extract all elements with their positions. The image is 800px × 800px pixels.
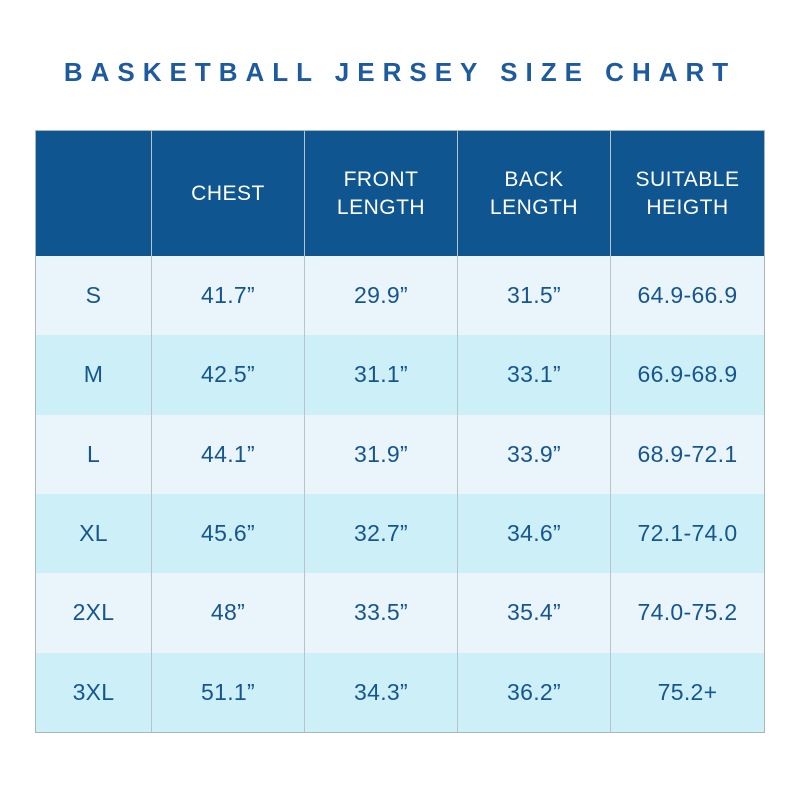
value-cell-back-length: 33.9”: [458, 414, 611, 494]
size-cell: XL: [36, 493, 152, 574]
value-cell-chest: 41.7”: [152, 256, 305, 336]
value-cell-suitable-height: 74.0-75.2: [611, 573, 764, 653]
table-row-2xl: 2XL 48” 33.5” 35.4” 74.0-75.2: [36, 573, 764, 653]
header-cell-back-length: BACK LENGTH: [458, 131, 611, 256]
value-cell-suitable-height: 66.9-68.9: [611, 335, 764, 415]
value-cell-back-length: 33.1”: [458, 335, 611, 415]
value-cell-back-length: 31.5”: [458, 256, 611, 336]
header-cell-size: [36, 131, 152, 256]
value-cell-back-length: 36.2”: [458, 652, 611, 732]
header-cell-suitable-height: SUITABLE HEIGTH: [611, 131, 764, 256]
value-cell-front-length: 33.5”: [305, 573, 458, 653]
value-cell-suitable-height: 64.9-66.9: [611, 256, 764, 336]
value-cell-chest: 42.5”: [152, 335, 305, 415]
value-cell-front-length: 32.7”: [305, 493, 458, 574]
value-cell-front-length: 34.3”: [305, 652, 458, 732]
size-cell: S: [36, 256, 152, 336]
value-cell-suitable-height: 75.2+: [611, 652, 764, 732]
table-row-m: M 42.5” 31.1” 33.1” 66.9-68.9: [36, 335, 764, 415]
table-row-s: S 41.7” 29.9” 31.5” 64.9-66.9: [36, 256, 764, 336]
value-cell-back-length: 35.4”: [458, 573, 611, 653]
value-cell-front-length: 31.9”: [305, 414, 458, 494]
table-row-3xl: 3XL 51.1” 34.3” 36.2” 75.2+: [36, 652, 764, 732]
value-cell-front-length: 31.1”: [305, 335, 458, 415]
header-cell-front-length: FRONT LENGTH: [305, 131, 458, 256]
value-cell-suitable-height: 72.1-74.0: [611, 493, 764, 574]
value-cell-chest: 51.1”: [152, 652, 305, 732]
size-cell: 2XL: [36, 573, 152, 653]
size-cell: L: [36, 414, 152, 494]
table-row-l: L 44.1” 31.9” 33.9” 68.9-72.1: [36, 414, 764, 494]
value-cell-chest: 45.6”: [152, 493, 305, 574]
value-cell-back-length: 34.6”: [458, 493, 611, 574]
page-title: BASKETBALL JERSEY SIZE CHART: [63, 57, 737, 87]
value-cell-front-length: 29.9”: [305, 256, 458, 336]
size-table: CHEST FRONT LENGTH BACK LENGTH SUITABLE …: [35, 130, 765, 733]
table-header-row: CHEST FRONT LENGTH BACK LENGTH SUITABLE …: [36, 131, 764, 256]
size-cell: M: [36, 335, 152, 415]
value-cell-chest: 48”: [152, 573, 305, 653]
table-row-xl: XL 45.6” 32.7” 34.6” 72.1-74.0: [36, 493, 764, 574]
value-cell-chest: 44.1”: [152, 414, 305, 494]
size-cell: 3XL: [36, 652, 152, 732]
header-cell-chest: CHEST: [152, 131, 305, 256]
value-cell-suitable-height: 68.9-72.1: [611, 414, 764, 494]
